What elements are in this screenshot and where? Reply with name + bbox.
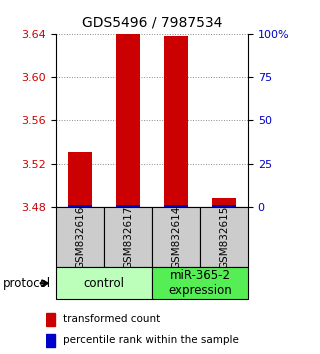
Text: control: control	[84, 277, 124, 290]
Text: GSM832616: GSM832616	[75, 205, 85, 269]
Bar	[46, 313, 55, 326]
Bar	[164, 36, 188, 207]
Text: transformed count: transformed count	[63, 314, 161, 324]
Bar	[68, 205, 92, 207]
Bar	[152, 267, 248, 299]
Title: GDS5496 / 7987534: GDS5496 / 7987534	[82, 16, 222, 30]
Text: GSM832614: GSM832614	[171, 205, 181, 269]
Bar	[56, 207, 104, 267]
Bar	[56, 267, 152, 299]
Bar	[164, 205, 188, 207]
Bar	[212, 199, 236, 207]
Text: miR-365-2
expression: miR-365-2 expression	[168, 269, 232, 297]
Text: protocol: protocol	[3, 277, 51, 290]
Text: GSM832615: GSM832615	[219, 205, 229, 269]
Bar	[200, 207, 248, 267]
Bar	[104, 207, 152, 267]
Bar	[152, 207, 200, 267]
Bar	[116, 205, 140, 207]
Bar	[116, 34, 140, 207]
Text: GSM832617: GSM832617	[123, 205, 133, 269]
Text: percentile rank within the sample: percentile rank within the sample	[63, 335, 239, 345]
Bar	[46, 334, 55, 347]
Bar	[68, 152, 92, 207]
Bar	[212, 205, 236, 207]
